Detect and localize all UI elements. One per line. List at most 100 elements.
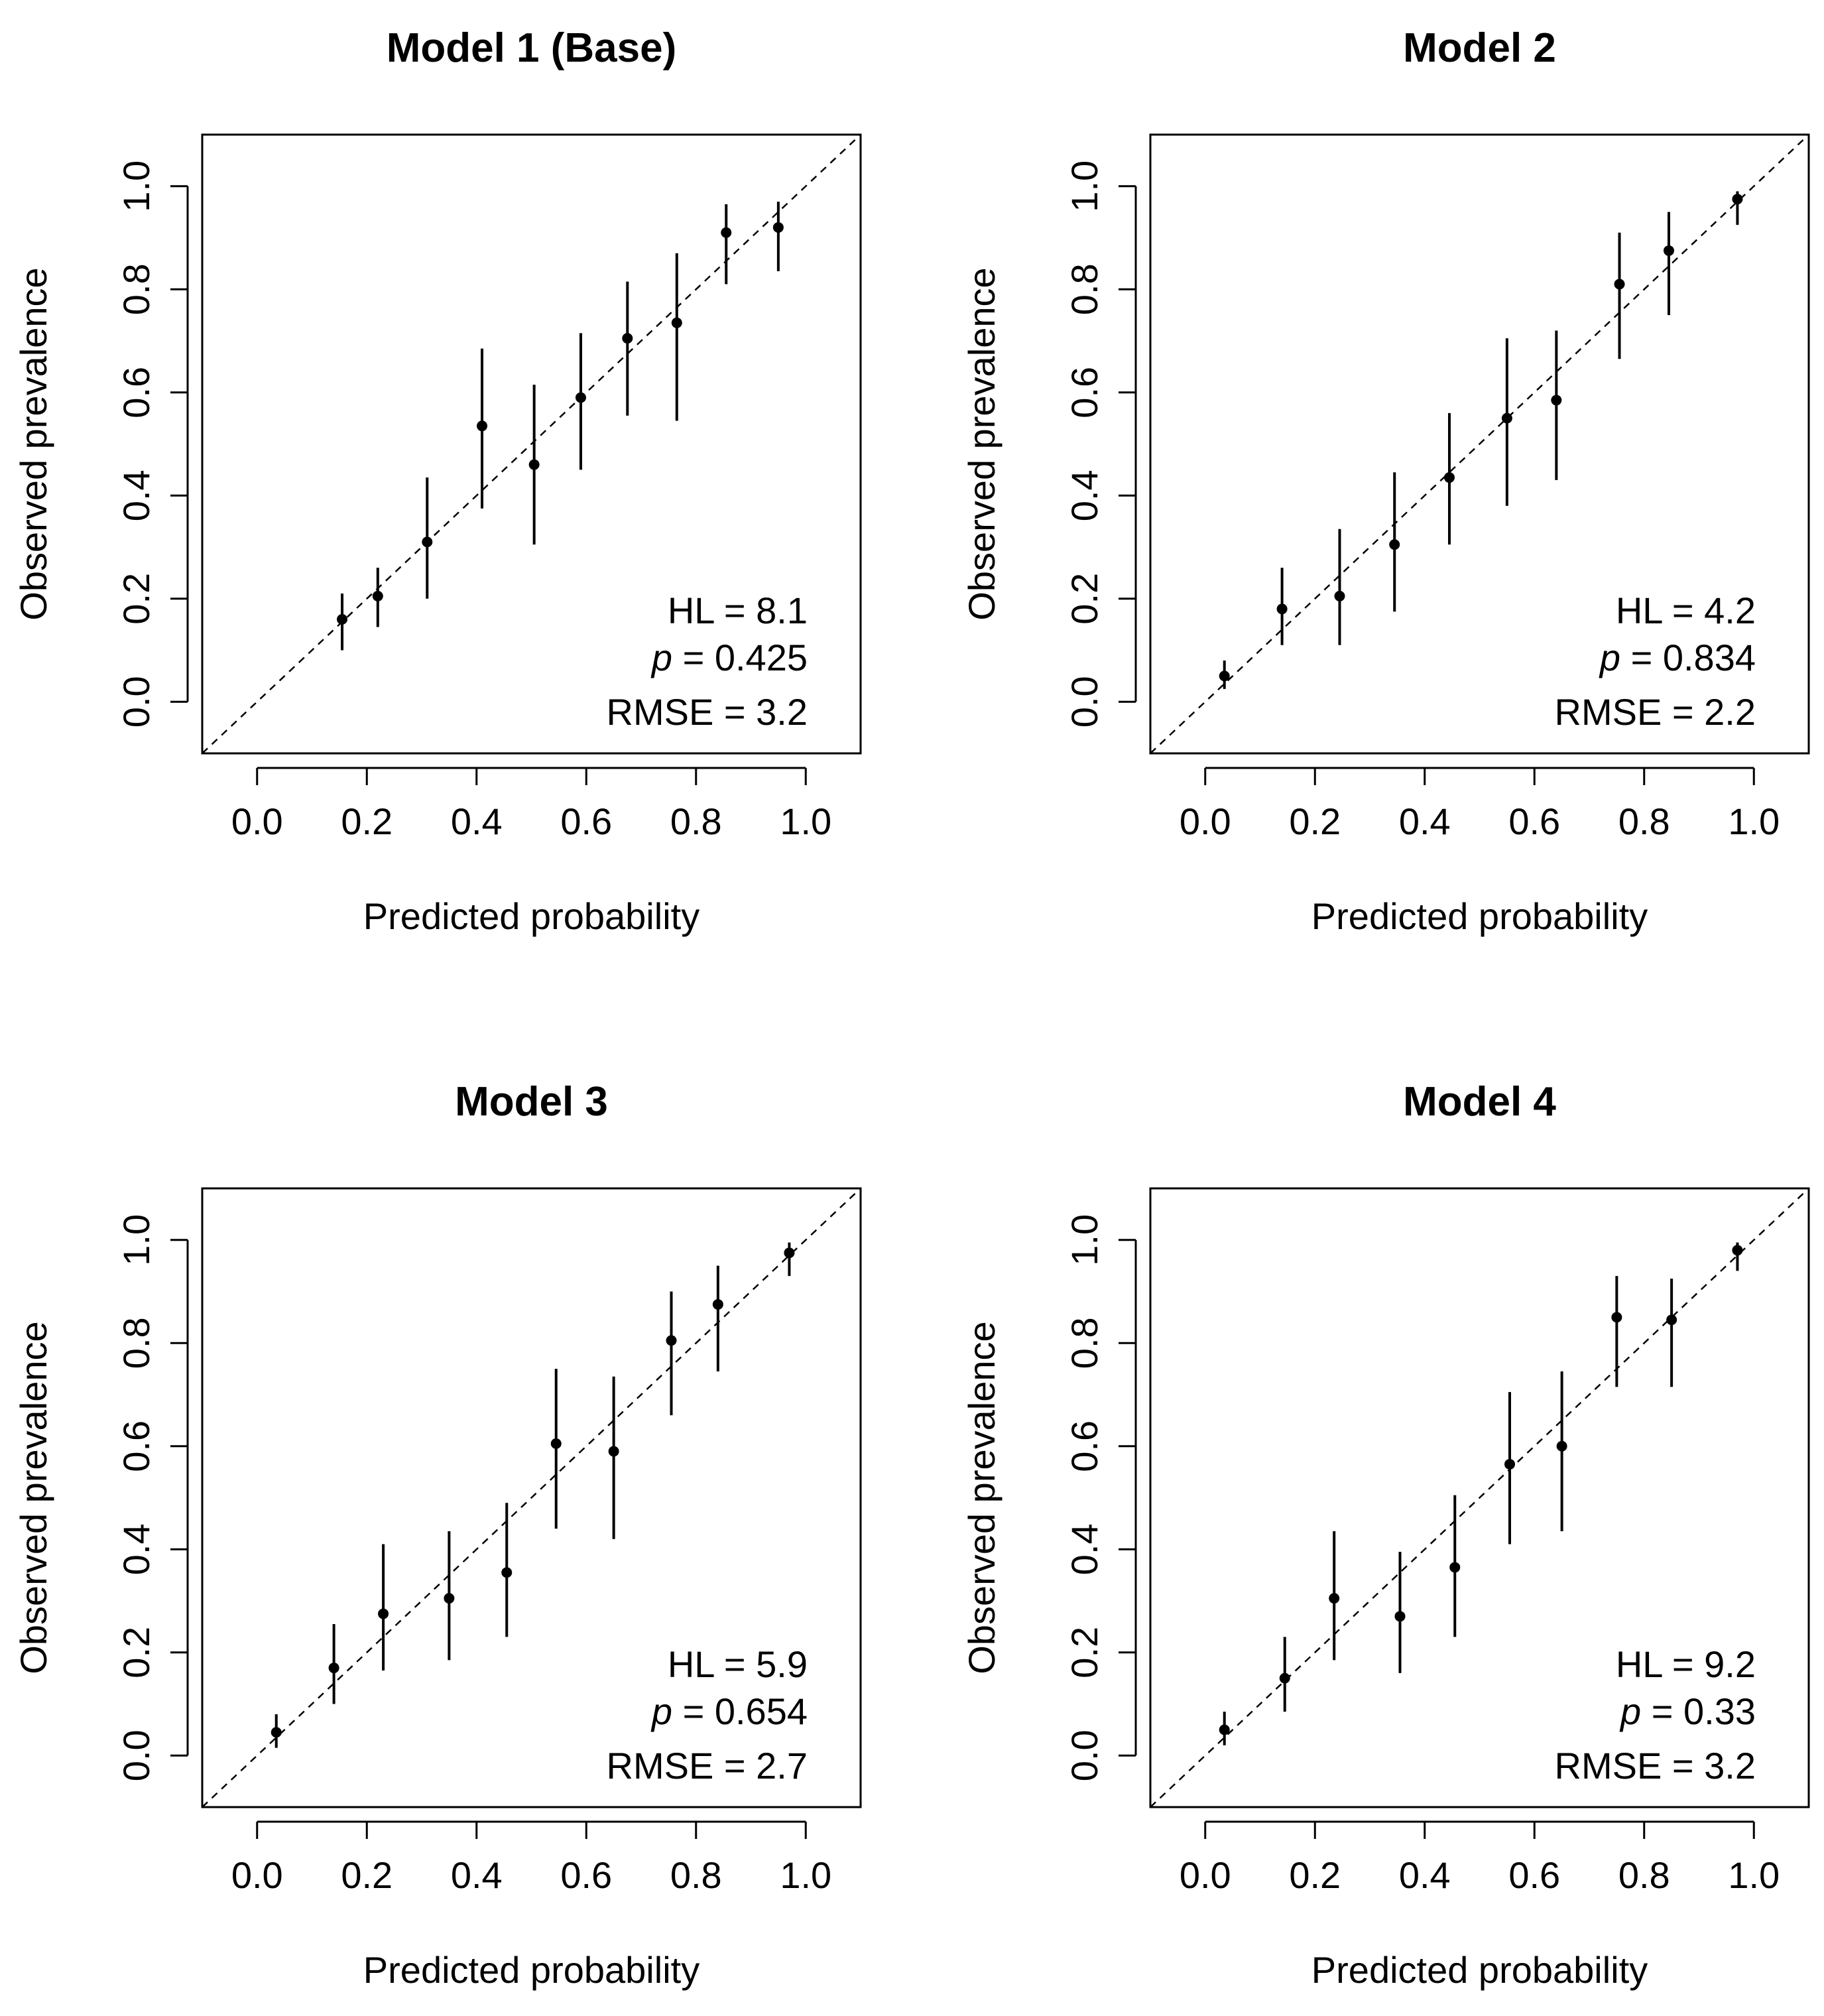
hl-statistic: HL = 5.9 [668, 1643, 808, 1685]
data-point [528, 459, 540, 470]
p-symbol: p [650, 637, 672, 678]
y-tick-label: 0.0 [115, 1730, 157, 1781]
y-tick-label: 0.8 [115, 263, 157, 315]
hl-statistic: HL = 4.2 [1616, 590, 1756, 631]
p-value-number: = 0.834 [1620, 637, 1756, 678]
data-point [271, 1727, 282, 1738]
chart-panel-2: Model 2 0.0 0.2 0.4 0.6 0.8 1.0 Predicted proba… [961, 25, 1810, 937]
plot-frame [201, 133, 862, 755]
data-point [1663, 245, 1674, 256]
x-tick-label: 0.2 [1289, 1854, 1341, 1896]
data-point [608, 1446, 619, 1457]
x-tick-label: 0.0 [1180, 800, 1231, 842]
y-axis-title: Observed prevalence [13, 267, 54, 620]
chart-title: Model 1 (Base) [387, 25, 677, 71]
y-axis-title: Observed prevalence [961, 1321, 1003, 1674]
data-point [1556, 1440, 1567, 1452]
x-axis-title: Predicted probability [363, 895, 699, 937]
p-symbol: p [1619, 1690, 1641, 1732]
data-point [422, 536, 433, 548]
y-tick-label: 0.6 [115, 1420, 157, 1472]
chart-panel-3: Model 3 0.0 0.2 0.4 0.6 0.8 1.0 Predicted proba… [13, 1079, 862, 1991]
data-point [1732, 194, 1743, 205]
data-point [575, 392, 586, 403]
data-point [1449, 1562, 1461, 1573]
y-tick-label: 0.2 [1064, 573, 1105, 625]
data-point [1276, 603, 1288, 615]
y-axis-title: Observed prevalence [961, 267, 1003, 620]
data-point [1329, 1593, 1340, 1604]
x-tick-label: 1.0 [1728, 800, 1780, 842]
reference-line [1150, 134, 1809, 754]
y-tick-label: 0.4 [115, 1523, 157, 1575]
x-tick-label: 0.6 [1508, 1854, 1560, 1896]
p-value-number: = 0.654 [672, 1690, 808, 1732]
rmse-statistic: RMSE = 3.2 [1555, 1745, 1756, 1787]
data-point [666, 1335, 677, 1346]
data-point [622, 333, 633, 344]
x-tick-label: 0.8 [1618, 800, 1670, 842]
x-tick-label: 0.6 [560, 1854, 612, 1896]
x-tick-label: 0.8 [670, 1854, 722, 1896]
plot-frame [201, 1187, 862, 1808]
data-point [1334, 590, 1345, 601]
x-axis-title: Predicted probability [363, 1949, 699, 1991]
data-point [1389, 539, 1400, 550]
y-tick-label: 1.0 [1064, 160, 1105, 212]
data-point [1501, 412, 1512, 424]
x-tick-label: 1.0 [1728, 1854, 1780, 1896]
p-value-number: = 0.33 [1641, 1690, 1756, 1732]
p-symbol: p [1599, 637, 1620, 678]
x-tick-label: 0.0 [1180, 1854, 1231, 1896]
x-tick-label: 1.0 [780, 1854, 831, 1896]
x-tick-label: 0.4 [1399, 1854, 1451, 1896]
data-point [1732, 1245, 1743, 1256]
chart-title: Model 3 [455, 1079, 608, 1125]
hl-statistic: HL = 8.1 [668, 590, 808, 631]
x-tick-label: 0.6 [560, 800, 612, 842]
data-point [1551, 395, 1562, 406]
rmse-statistic: RMSE = 2.2 [1555, 691, 1756, 733]
rmse-statistic: RMSE = 3.2 [607, 691, 808, 733]
data-point [671, 317, 682, 328]
reference-line [202, 134, 861, 754]
x-axis-title: Predicted probability [1311, 895, 1648, 937]
data-point [378, 1608, 389, 1619]
x-tick-label: 0.2 [341, 800, 393, 842]
data-point [1504, 1458, 1516, 1470]
data-point [477, 420, 488, 432]
y-tick-label: 0.6 [1064, 1420, 1105, 1472]
data-point [444, 1593, 455, 1604]
y-tick-label: 0.8 [1064, 1317, 1105, 1369]
y-tick-label: 1.0 [115, 1214, 157, 1266]
x-tick-label: 0.4 [451, 800, 503, 842]
chart-panel-1: Model 1 (Base) 0.0 0.2 0.4 0.6 0.8 1.0 Predicte… [13, 25, 862, 937]
data-point [1394, 1611, 1406, 1622]
p-value: p = 0.425 [650, 637, 808, 678]
data-point [1666, 1314, 1677, 1326]
data-point [372, 590, 383, 601]
reference-line [202, 1188, 861, 1808]
data-point [721, 227, 732, 238]
data-point [501, 1567, 513, 1578]
y-tick-label: 0.2 [115, 573, 157, 625]
chart-title: Model 2 [1403, 25, 1556, 71]
y-tick-label: 0.2 [115, 1627, 157, 1678]
y-tick-label: 1.0 [115, 160, 157, 212]
y-tick-label: 0.4 [1064, 1523, 1105, 1575]
y-tick-label: 0.8 [115, 1317, 157, 1369]
data-point [1219, 1724, 1230, 1735]
p-value: p = 0.834 [1599, 637, 1756, 678]
y-tick-label: 0.4 [1064, 470, 1105, 521]
y-tick-label: 0.0 [115, 676, 157, 727]
x-tick-label: 0.4 [451, 1854, 503, 1896]
y-tick-label: 0.0 [1064, 676, 1105, 727]
chart-panel-4: Model 4 0.0 0.2 0.4 0.6 0.8 1.0 Predicted proba… [961, 1079, 1810, 1991]
x-tick-label: 0.8 [670, 800, 722, 842]
y-tick-label: 0.6 [115, 367, 157, 418]
chart-title: Model 4 [1403, 1079, 1556, 1125]
p-value: p = 0.33 [1619, 1690, 1756, 1732]
data-point [784, 1247, 795, 1259]
data-point [550, 1438, 562, 1449]
